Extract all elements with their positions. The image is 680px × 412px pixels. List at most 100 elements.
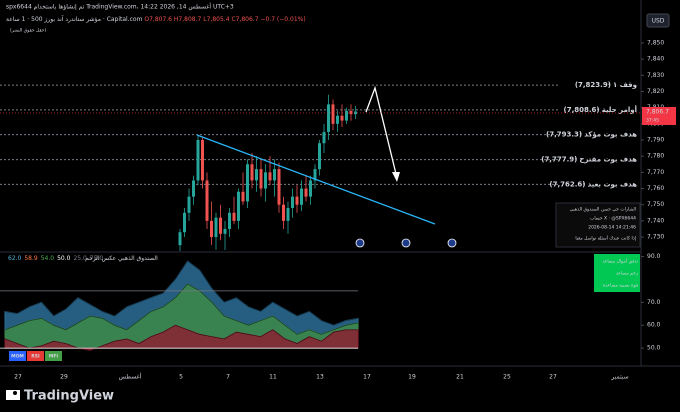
info-box xyxy=(555,202,641,248)
y-tick-label: 7,780 xyxy=(647,153,664,160)
ohlc-high: H7,808.7 xyxy=(174,16,202,23)
indicator-name: الصندوق الذهبي عكس الزخم xyxy=(85,255,158,262)
candle-body xyxy=(232,212,236,221)
candle-body xyxy=(228,212,231,229)
last-price-label: 7,806.7 xyxy=(646,108,669,115)
candle-body xyxy=(304,188,308,197)
candle-body xyxy=(192,180,195,197)
ohlc-change: −0.7 (−0.01%) xyxy=(260,16,305,23)
level-label: هدف بوت بعيد ·(7,762.6) xyxy=(549,180,637,188)
trend-line xyxy=(196,134,436,225)
indicator-line xyxy=(4,324,358,351)
indicator-header: الصندوق الذهبي عكس الزخم 62.0 58.9 54.0 50.0… xyxy=(8,255,158,262)
level-label: هدف بوت مقترح ·(7,777.9) xyxy=(541,156,637,164)
candle-body xyxy=(354,111,357,115)
countdown: 37:45 xyxy=(646,117,659,123)
candle-body xyxy=(273,169,276,181)
y-tick-label: 7,740 xyxy=(647,217,664,224)
event-flag[interactable] xyxy=(401,238,411,248)
candle-body xyxy=(349,110,353,115)
candle-body xyxy=(264,172,267,189)
indicator-line xyxy=(4,260,359,326)
ohlc-close: C7,806.7 xyxy=(231,16,258,23)
indicator-tab-label: MFI xyxy=(49,354,59,360)
x-tick-label: 19 xyxy=(408,374,416,381)
candle-body xyxy=(241,191,245,202)
level-name: هدف بوت مؤكد · xyxy=(579,131,637,139)
y-tick-label: 60.0 xyxy=(647,322,661,329)
y-tick-label: 7,790 xyxy=(647,137,664,144)
candle-body xyxy=(313,169,317,181)
legend-box xyxy=(594,254,640,292)
y-tick-label: 7,760 xyxy=(647,185,664,192)
logo-mark xyxy=(6,390,20,400)
candle-body xyxy=(309,180,312,197)
candle-body xyxy=(214,217,218,238)
candle-body xyxy=(237,191,240,221)
candle-body xyxy=(205,180,209,221)
indicator-value: 62.0 xyxy=(8,255,22,262)
indicator-tab[interactable] xyxy=(9,351,26,361)
x-tick-label: 21 xyxy=(456,374,464,381)
indicator-tab[interactable] xyxy=(27,351,44,361)
level-value: (7,777.9) xyxy=(541,156,577,164)
y-tick-label: 50.0 xyxy=(647,345,661,352)
ohlc-open: O7,807.6 xyxy=(144,16,172,23)
symbol: مؤشر ستاندرد آند بورز 500 · 1 ساعة · Cap… xyxy=(6,14,143,23)
level-value: (7,823.9) xyxy=(575,81,611,89)
candle-body xyxy=(246,164,249,202)
header-line: spx6644 تم إنشاؤها باستخدام TradingView.… xyxy=(6,3,234,11)
x-tick-label: 5 xyxy=(179,374,183,381)
x-tick-label: 7 xyxy=(226,374,230,381)
candle-body xyxy=(259,169,263,189)
last-price-box xyxy=(642,106,676,125)
logo-dot xyxy=(13,391,17,395)
candle-body xyxy=(286,207,290,221)
info-line: إذا كانت عندك أسئلة تواصل معنا xyxy=(575,235,636,242)
candle-body xyxy=(223,228,227,234)
y-tick-label: 7,840 xyxy=(647,56,664,63)
x-tick-label: 29 xyxy=(60,374,68,381)
event-flags xyxy=(355,238,457,248)
candle-body xyxy=(201,140,204,181)
candle-body xyxy=(187,196,191,213)
candle-body xyxy=(196,140,200,181)
y-tick-label: 7,730 xyxy=(647,234,664,241)
indicator-tab[interactable] xyxy=(45,351,62,361)
y-tick-label: 7,830 xyxy=(647,72,664,79)
legend-entry: زخم مساعد xyxy=(616,272,638,277)
x-tick-label: 25 xyxy=(503,374,511,381)
level-value: (7,793.3) xyxy=(546,131,582,139)
candle-body xyxy=(282,204,285,221)
candle-body xyxy=(327,104,330,132)
price-panel xyxy=(0,84,560,251)
candle-body xyxy=(340,115,344,121)
level-value: (7,808.6) xyxy=(564,106,600,114)
candle-body xyxy=(255,169,258,181)
candle-body xyxy=(345,110,348,121)
candle-body xyxy=(318,143,321,170)
y-tick-label: 7,750 xyxy=(647,201,664,208)
candle-body xyxy=(300,188,303,205)
symbol-line: مؤشر ستاندرد آند بورز 500 · 1 ساعة · Cap… xyxy=(6,14,306,23)
currency: USD xyxy=(652,18,665,25)
info-title: الشارات جي حصن الصندوق الذهبي xyxy=(570,208,636,213)
indicator-tab-label: RSI xyxy=(31,354,40,360)
footer-brand: TradingView xyxy=(24,389,114,404)
event-flag[interactable] xyxy=(355,238,365,248)
event-flag[interactable] xyxy=(447,238,457,248)
info-line: 2026-08-14 14:21:46 xyxy=(588,225,636,231)
x-tick-label: 27 xyxy=(549,374,557,381)
level-value: (7,762.6) xyxy=(549,180,585,188)
candle-body xyxy=(183,212,186,233)
legend-entry: قوة نسبية مساعدة xyxy=(603,284,638,289)
level-name: هدف بوت بعيد · xyxy=(582,180,637,188)
x-tick-label: 11 xyxy=(269,374,277,381)
level-name: وقف ١ · xyxy=(608,81,637,89)
ohlc-low: L7,805.4 xyxy=(203,16,229,23)
level-name: هدف بوت مقترح · xyxy=(574,156,637,164)
y-tick-label: 70.0 xyxy=(647,299,661,306)
y-tick-label: 7,770 xyxy=(647,169,664,176)
indicator-value: 58.9 xyxy=(24,255,38,262)
